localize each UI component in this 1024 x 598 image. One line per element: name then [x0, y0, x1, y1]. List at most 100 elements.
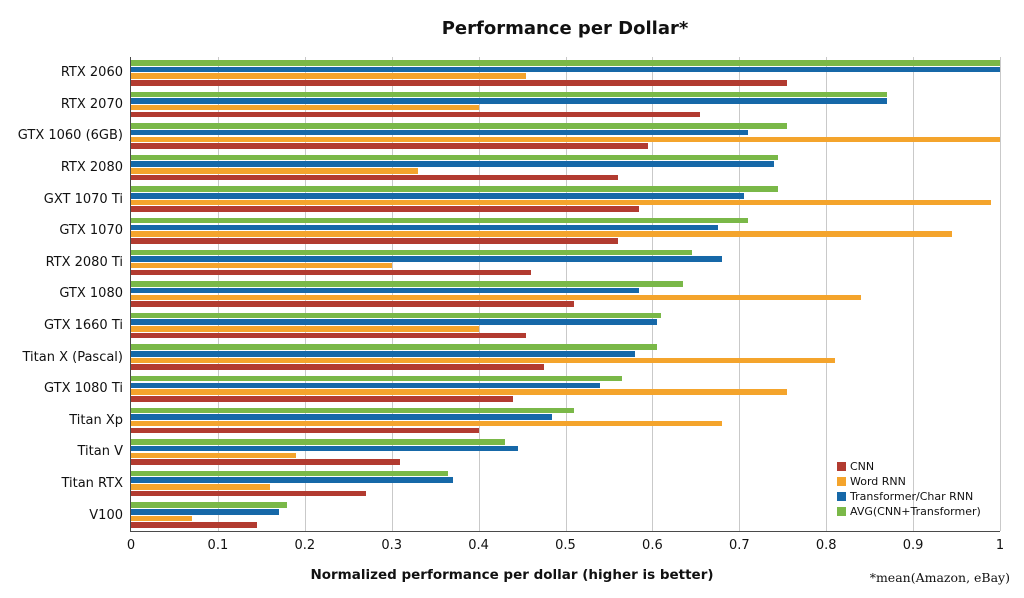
x-tick-label: 0.5: [555, 538, 576, 553]
bar-transformer-char-rnn: [131, 98, 888, 104]
category-label: RTX 2080 Ti: [45, 254, 123, 270]
bar-transformer-char-rnn: [131, 414, 553, 420]
category-label: GXT 1070 Ti: [43, 191, 123, 207]
category-label: Titan Xp: [69, 412, 123, 428]
bar-transformer-char-rnn: [131, 66, 1000, 73]
bar-group-gtx-1060-6gb-: GTX 1060 (6GB): [18, 120, 1000, 152]
legend-swatch-icon: [837, 461, 846, 471]
bar-cnn: [131, 301, 575, 307]
bar-rows: RTX 2060 RTX 2070 GTX 1060 (6GB) RTX 2080 GX…: [18, 57, 1000, 531]
bar-word-rnn: [131, 515, 192, 522]
bar-group-titan-rtx: Titan RTX: [61, 468, 1000, 500]
category-label: Titan RTX: [61, 476, 123, 492]
category-label: GTX 1080: [59, 286, 123, 302]
x-tick-label: 0.7: [728, 538, 750, 553]
category-label: RTX 2070: [60, 96, 123, 112]
bar-avg-cnn-transformer-: [131, 375, 622, 382]
bar-word-rnn: [131, 357, 835, 364]
bar-group-titan-x-pascal-: Titan X (Pascal): [23, 341, 1000, 373]
legend-item-transformer-char-rnn: Transformer/Char RNN: [837, 490, 981, 503]
bar-group-titan-xp: Titan Xp: [69, 405, 1000, 437]
x-axis-label: Normalized performance per dollar (highe…: [310, 567, 714, 583]
bar-transformer-char-rnn: [131, 382, 601, 389]
legend-label: Word RNN: [850, 474, 906, 488]
gridline-0.5: [565, 57, 567, 531]
x-tick-label: 0.9: [902, 538, 924, 553]
bar-avg-cnn-transformer-: [131, 186, 779, 192]
bar-transformer-char-rnn: [131, 129, 748, 136]
legend-label: Transformer/Char RNN: [850, 489, 974, 503]
x-axis-ticks: 0 0.1 0.2 0.3 0.4 0.5 0.6 0.7 0.8 0.9 1: [127, 531, 1004, 555]
x-tick-label: 0.1: [207, 538, 229, 553]
legend-item-avg-cnn-transformer-: AVG(CNN+Transformer): [837, 505, 981, 518]
bar-avg-cnn-transformer-: [131, 312, 662, 319]
bar-word-rnn: [131, 199, 992, 206]
footnote: *mean(Amazon, eBay): [869, 570, 1010, 585]
bar-avg-cnn-transformer-: [131, 217, 748, 224]
bar-transformer-char-rnn: [131, 445, 518, 452]
bar-avg-cnn-transformer-: [131, 439, 505, 445]
bar-cnn: [131, 522, 257, 528]
x-tick-label: 0: [126, 538, 136, 553]
x-tick-label: 1: [995, 538, 1005, 553]
category-label: GTX 1070: [59, 223, 123, 239]
bar-avg-cnn-transformer-: [131, 249, 692, 256]
bar-group-gxt-1070-ti: GXT 1070 Ti: [44, 183, 1000, 215]
bar-cnn: [131, 206, 640, 212]
bar-transformer-char-rnn: [131, 319, 657, 325]
bar-cnn: [131, 111, 701, 118]
bar-transformer-char-rnn: [131, 161, 775, 167]
bar-group-rtx-2080: RTX 2080: [61, 152, 1000, 184]
legend-swatch-icon: [837, 491, 846, 501]
category-label: RTX 2060: [60, 65, 123, 81]
gridline-0.7: [739, 57, 741, 531]
bar-group-rtx-2070: RTX 2070: [61, 89, 1000, 121]
bar-group-gtx-1660-ti: GTX 1660 Ti: [44, 310, 1000, 342]
bar-transformer-char-rnn: [131, 477, 453, 483]
bar-transformer-char-rnn: [131, 193, 744, 199]
bar-transformer-char-rnn: [131, 287, 640, 294]
bar-word-rnn: [131, 452, 297, 459]
bar-cnn: [131, 80, 788, 86]
bar-group-gtx-1080-ti: GTX 1080 Ti: [44, 373, 1000, 405]
bar-avg-cnn-transformer-: [131, 281, 683, 287]
bar-word-rnn: [131, 484, 271, 490]
bar-avg-cnn-transformer-: [131, 470, 449, 477]
gridline-0.8: [826, 57, 828, 531]
bar-transformer-char-rnn: [131, 224, 718, 231]
category-label: GTX 1080 Ti: [44, 381, 123, 397]
gridline-0.9: [913, 57, 915, 531]
legend-label: CNN: [850, 459, 875, 473]
bar-word-rnn: [131, 73, 527, 79]
category-label: V100: [89, 507, 123, 523]
bar-avg-cnn-transformer-: [131, 344, 657, 350]
bar-word-rnn: [131, 326, 479, 332]
gridline-1: [1000, 57, 1001, 531]
bar-avg-cnn-transformer-: [131, 407, 575, 414]
bar-word-rnn: [131, 262, 392, 269]
bar-group-gtx-1070: GTX 1070: [59, 215, 1000, 247]
bar-group-gtx-1080: GTX 1080: [59, 278, 1000, 310]
bar-transformer-char-rnn: [131, 351, 636, 357]
bar-group-titan-v: Titan V: [78, 436, 1000, 468]
legend-item-word-rnn: Word RNN: [837, 475, 981, 488]
bar-cnn: [131, 143, 649, 149]
bar-avg-cnn-transformer-: [131, 60, 1000, 66]
bar-group-rtx-2080-ti: RTX 2080 Ti: [46, 247, 1000, 279]
bar-cnn: [131, 396, 514, 402]
gridline-0.4: [478, 57, 480, 531]
bar-cnn: [131, 490, 366, 497]
bar-group-rtx-2060: RTX 2060: [61, 57, 1000, 89]
bar-transformer-char-rnn: [131, 256, 722, 262]
bar-avg-cnn-transformer-: [131, 502, 288, 508]
bar-cnn: [131, 174, 618, 181]
gridline-0.2: [304, 57, 306, 531]
bar-cnn: [131, 459, 401, 465]
legend-swatch-icon: [837, 506, 846, 516]
category-label: RTX 2080: [60, 160, 123, 176]
x-tick-label: 0.3: [381, 538, 403, 553]
category-label: GTX 1060 (6GB): [17, 128, 123, 144]
bar-cnn: [131, 269, 531, 276]
chart-title: Performance per Dollar*: [441, 18, 689, 39]
